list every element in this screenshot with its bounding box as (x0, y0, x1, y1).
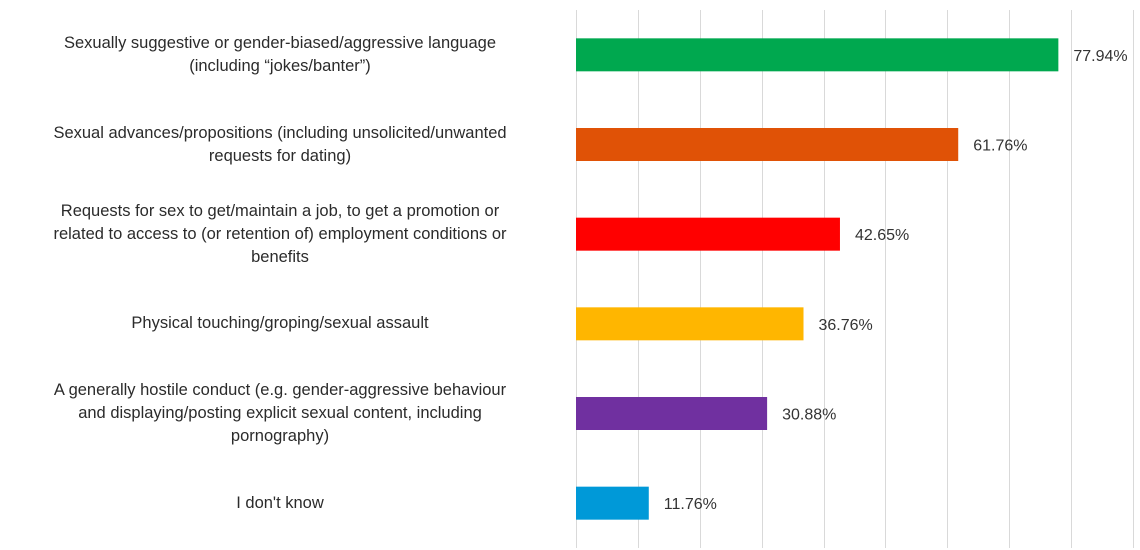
category-label: Sexual advances/propositions (including … (53, 123, 507, 165)
data-label: 30.88% (782, 407, 836, 424)
data-label: 42.65% (855, 227, 909, 244)
category-label: A generally hostile conduct (e.g. gender… (53, 381, 507, 445)
data-label: 36.76% (819, 317, 873, 334)
bar (576, 307, 804, 341)
bar (576, 128, 959, 161)
category-label: Requests for sex to get/maintain a job, … (53, 201, 507, 266)
data-label: 77.94% (1073, 48, 1127, 65)
gridlines (576, 10, 1134, 548)
bar (576, 486, 649, 520)
category-label: Physical touching/groping/sexual assault (131, 314, 429, 333)
bar (576, 217, 840, 251)
category-label: Sexually suggestive or gender-biased/agg… (63, 33, 497, 75)
bar (576, 38, 1059, 72)
category-label: I don't know (236, 493, 324, 512)
data-label: 61.76% (973, 138, 1027, 155)
bar (576, 397, 768, 430)
value-labels: 77.94% 61.76% 42.65% 36.76% 30.88% 11.76% (664, 48, 1128, 513)
data-label: 11.76% (664, 496, 717, 513)
bars (576, 38, 1059, 520)
